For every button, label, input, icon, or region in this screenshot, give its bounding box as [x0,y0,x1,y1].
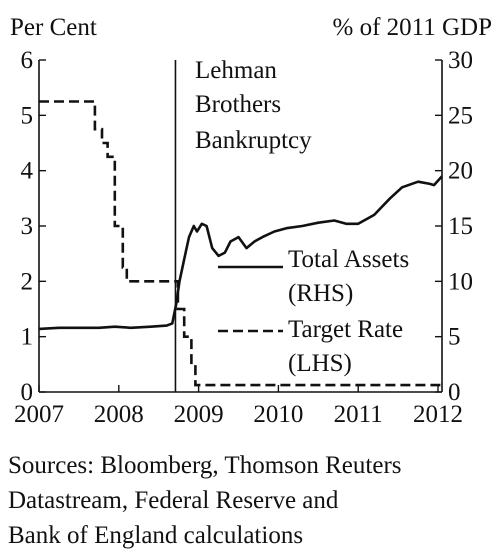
left-tick-label: 1 [21,324,34,351]
left-tick-label: 5 [21,102,34,129]
lehman-label-line-3: Bankruptcy [195,127,312,154]
right-tick-label: 10 [448,268,473,295]
x-tick-label: 2012 [413,401,463,428]
right-tick-label: 25 [448,102,473,129]
right-tick-label: 15 [448,213,473,240]
legend-target-rate-line-1: Target Rate [288,316,403,343]
sources-line-1: Sources: Bloomberg, Thomson Reuters [8,452,402,479]
left-tick-label: 6 [21,47,34,74]
legend-total-assets-line-1: Total Assets [288,246,409,273]
x-axis-ticks: 2007 2008 2009 2010 2011 2012 [14,385,463,428]
x-tick-label: 2010 [253,401,303,428]
left-axis-label: Per Cent [10,14,97,41]
left-tick-label: 0 [21,379,34,406]
sources-note: Sources: Bloomberg, Thomson Reuters Data… [8,448,494,553]
left-tick-label: 2 [21,268,34,295]
left-tick-label: 3 [21,213,34,240]
sources-line-3: Bank of England calculations [8,522,304,549]
left-axis-ticks: 0 1 2 3 4 5 6 [21,47,46,406]
right-tick-label: 30 [448,47,473,74]
right-axis-ticks: 0 5 10 15 20 25 30 [435,47,473,406]
x-tick-label: 2007 [14,401,64,428]
legend-target-rate-line-2: (LHS) [288,350,352,377]
right-axis-label: % of 2011 GDP [333,14,493,41]
x-tick-label: 2011 [334,401,383,428]
dual-axis-line-chart: Per Cent % of 2011 GDP 0 1 2 3 4 5 6 0 5 10 15 20 2… [10,14,493,428]
right-tick-label: 20 [448,158,473,185]
sources-line-2: Datastream, Federal Reserve and [8,487,339,514]
series-target-rate-line [39,100,442,387]
x-tick-label: 2009 [174,401,224,428]
lehman-label-line-1: Lehman [195,57,277,84]
right-tick-label: 0 [448,379,461,406]
x-tick-label: 2008 [94,401,144,428]
left-tick-label: 4 [21,158,34,185]
legend-total-assets-line-2: (RHS) [288,280,353,307]
right-tick-label: 5 [448,324,461,351]
legend: Total Assets (RHS) Target Rate (LHS) [218,246,409,377]
lehman-label-line-2: Brothers [195,91,281,118]
series-total-assets-line [38,175,443,331]
